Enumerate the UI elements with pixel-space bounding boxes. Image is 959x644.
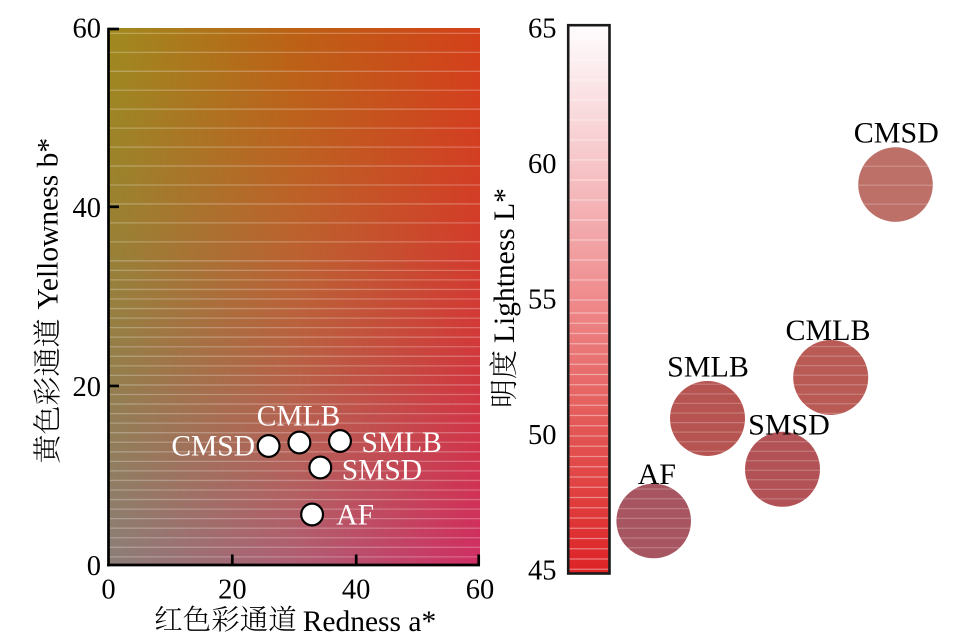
svg-text:65: 65 xyxy=(528,14,557,45)
svg-text:Yellowness b*: Yellowness b* xyxy=(33,138,65,310)
svg-text:CMLB: CMLB xyxy=(785,314,870,347)
svg-text:Lightness L*: Lightness L* xyxy=(489,188,521,343)
svg-text:SMSD: SMSD xyxy=(342,455,422,487)
svg-text:55: 55 xyxy=(528,285,557,316)
svg-text:CMSD: CMSD xyxy=(854,117,939,150)
svg-text:0: 0 xyxy=(87,551,101,582)
svg-text:SMSD: SMSD xyxy=(748,408,830,441)
svg-text:50: 50 xyxy=(528,420,557,451)
svg-text:CMLB: CMLB xyxy=(257,400,341,432)
svg-text:20: 20 xyxy=(73,372,102,403)
svg-text:40: 40 xyxy=(73,193,102,224)
svg-text:45: 45 xyxy=(528,556,557,587)
svg-text:20: 20 xyxy=(218,575,247,606)
svg-text:Redness a*: Redness a* xyxy=(303,606,437,638)
svg-text:60: 60 xyxy=(528,149,557,180)
svg-text:SMLB: SMLB xyxy=(362,427,442,459)
svg-text:AF: AF xyxy=(336,499,374,531)
svg-text:60: 60 xyxy=(466,575,495,606)
svg-text:AF: AF xyxy=(638,458,676,491)
svg-text:SMLB: SMLB xyxy=(667,350,749,383)
svg-text:40: 40 xyxy=(342,575,371,606)
svg-text:0: 0 xyxy=(101,575,115,606)
svg-text:60: 60 xyxy=(73,14,102,45)
svg-text:CMSD: CMSD xyxy=(171,431,255,463)
